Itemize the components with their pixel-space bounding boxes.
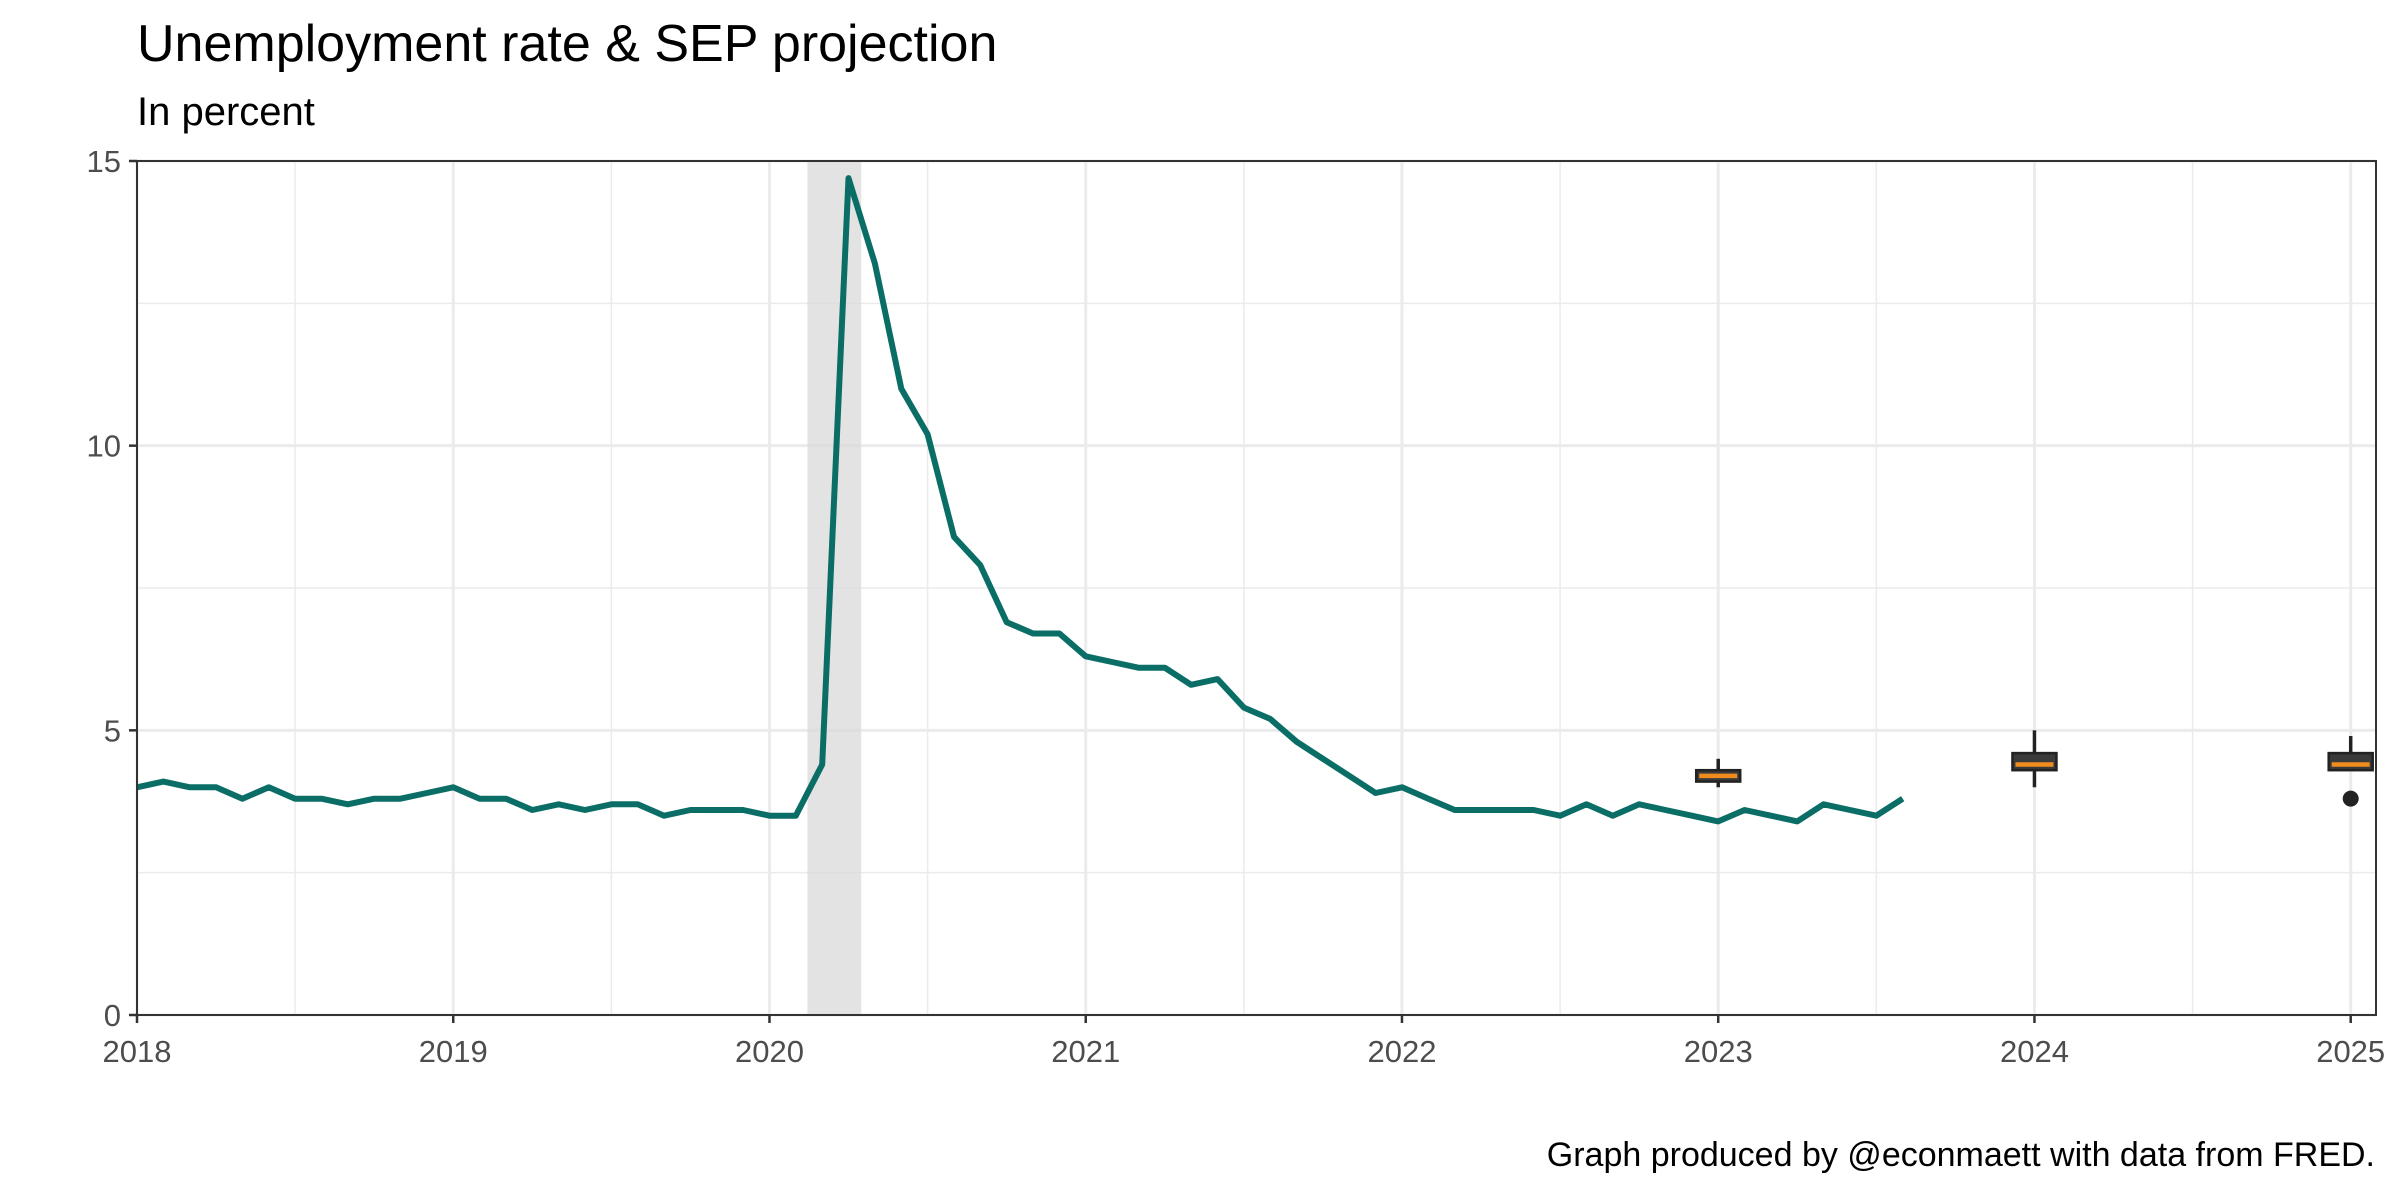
x-tick-label: 2021 bbox=[1051, 1034, 1120, 1069]
projection-box-2025 bbox=[2327, 736, 2374, 807]
unemployment-line bbox=[136, 175, 1905, 825]
y-tick-label: 5 bbox=[104, 713, 121, 748]
outlier-point bbox=[2342, 790, 2359, 807]
x-tick-label: 2020 bbox=[735, 1034, 804, 1069]
box-iqr bbox=[2327, 751, 2374, 772]
x-tick-label: 2019 bbox=[419, 1034, 488, 1069]
panel-border bbox=[136, 160, 2377, 1016]
axes: 2018 2019 2020 2021 2022 2023 2024 2025 0 5 10 15 bbox=[87, 144, 2386, 1069]
source-caption: Graph produced by @econmaett with data f… bbox=[1546, 1136, 2375, 1174]
x-tick-label: 2018 bbox=[103, 1034, 172, 1069]
chart-title: Unemployment rate & SEP projection bbox=[137, 15, 998, 73]
y-tick-label: 10 bbox=[87, 429, 121, 464]
projection-box-2023 bbox=[1694, 758, 1742, 788]
x-tick-label: 2023 bbox=[1684, 1034, 1753, 1069]
x-tick-label: 2022 bbox=[1367, 1034, 1436, 1069]
recession-band bbox=[807, 161, 862, 1015]
gridlines bbox=[135, 159, 2376, 1017]
box-iqr bbox=[2011, 751, 2058, 772]
x-tick-label: 2025 bbox=[2316, 1034, 2385, 1069]
y-tick-label: 0 bbox=[104, 998, 121, 1033]
projection-box-2024 bbox=[2011, 730, 2058, 788]
y-tick-label: 15 bbox=[87, 144, 121, 179]
chart-subtitle: In percent bbox=[137, 90, 315, 134]
x-tick-label: 2024 bbox=[2000, 1034, 2069, 1069]
recession-shading bbox=[807, 161, 862, 1015]
unemployment-series bbox=[136, 175, 1905, 825]
sep-projections bbox=[1694, 730, 2374, 807]
